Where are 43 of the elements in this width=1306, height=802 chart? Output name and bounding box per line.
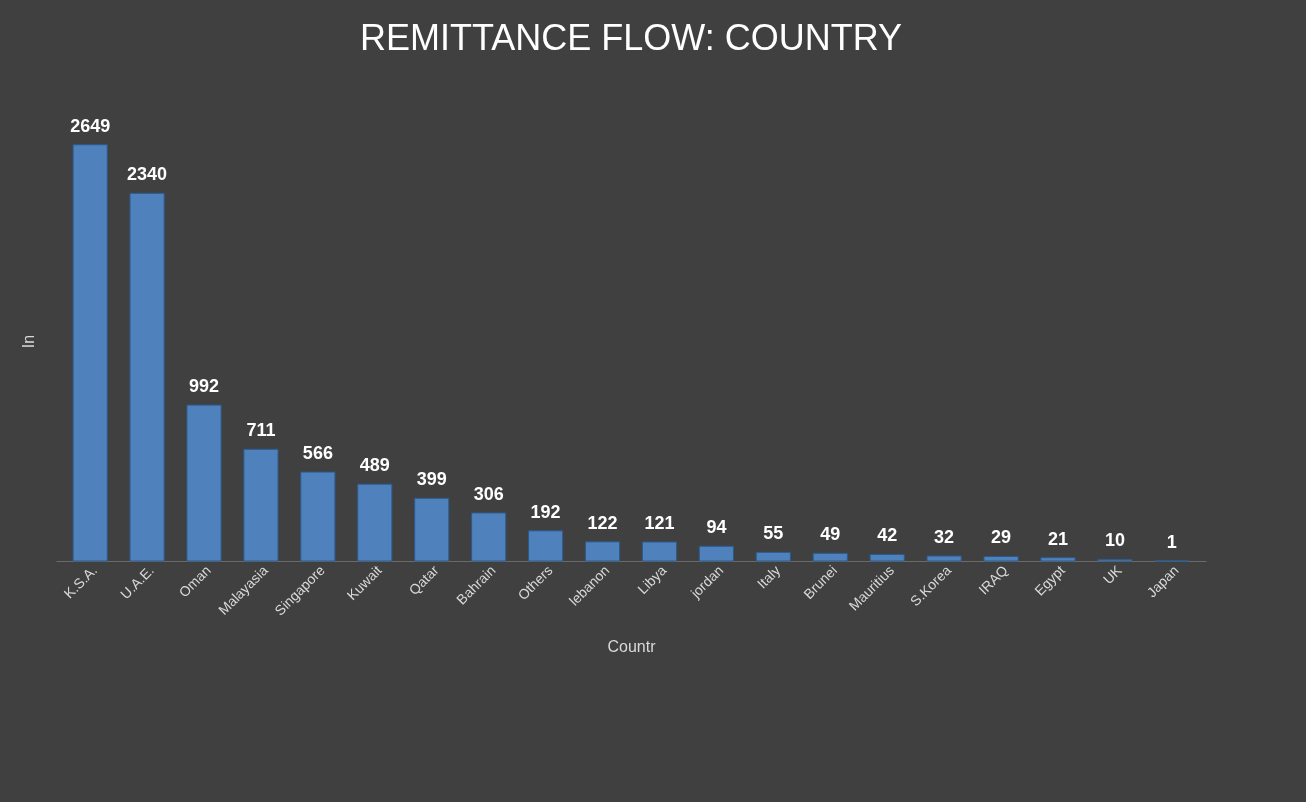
x-axis-title: Countr (607, 637, 657, 655)
bar (357, 483, 393, 562)
data-label: 2649 (70, 115, 111, 136)
bar (243, 448, 279, 562)
bar (72, 144, 108, 562)
bar (983, 555, 1019, 562)
bar (869, 553, 905, 562)
data-label: 711 (246, 420, 276, 441)
data-label: 42 (877, 525, 898, 546)
chart-title: REMITTANCE FLOW: COUNTRY (359, 16, 903, 58)
data-label: 10 (1104, 530, 1125, 551)
bar (528, 530, 564, 562)
bar (414, 497, 450, 562)
data-label: 192 (530, 501, 561, 522)
bar (584, 541, 621, 562)
bar (926, 555, 962, 562)
data-label: 992 (189, 376, 220, 397)
data-label: 49 (820, 524, 841, 545)
x-tick-label: UK (1099, 561, 1126, 588)
data-label: 399 (416, 469, 447, 490)
bar (755, 551, 791, 562)
bar (812, 552, 848, 562)
data-label: 306 (473, 483, 504, 504)
bar (129, 192, 165, 562)
data-label: 1 (1166, 531, 1177, 552)
bar (1040, 557, 1076, 562)
data-label: 29 (991, 527, 1012, 548)
y-axis-title: In (19, 334, 37, 349)
x-tick-label: Italy (753, 562, 784, 592)
data-label: 94 (706, 517, 727, 538)
bar (641, 541, 678, 562)
data-label: 21 (1047, 528, 1068, 549)
bar (186, 404, 222, 562)
data-label: 2340 (127, 164, 168, 185)
data-label: 121 (644, 512, 675, 533)
data-label: 55 (763, 523, 784, 544)
data-label: 122 (587, 512, 618, 533)
data-label: 489 (359, 455, 390, 476)
bar (471, 512, 507, 562)
bar (698, 545, 734, 562)
bar (300, 471, 336, 562)
data-label: 32 (934, 526, 955, 547)
data-label: 566 (302, 443, 333, 464)
